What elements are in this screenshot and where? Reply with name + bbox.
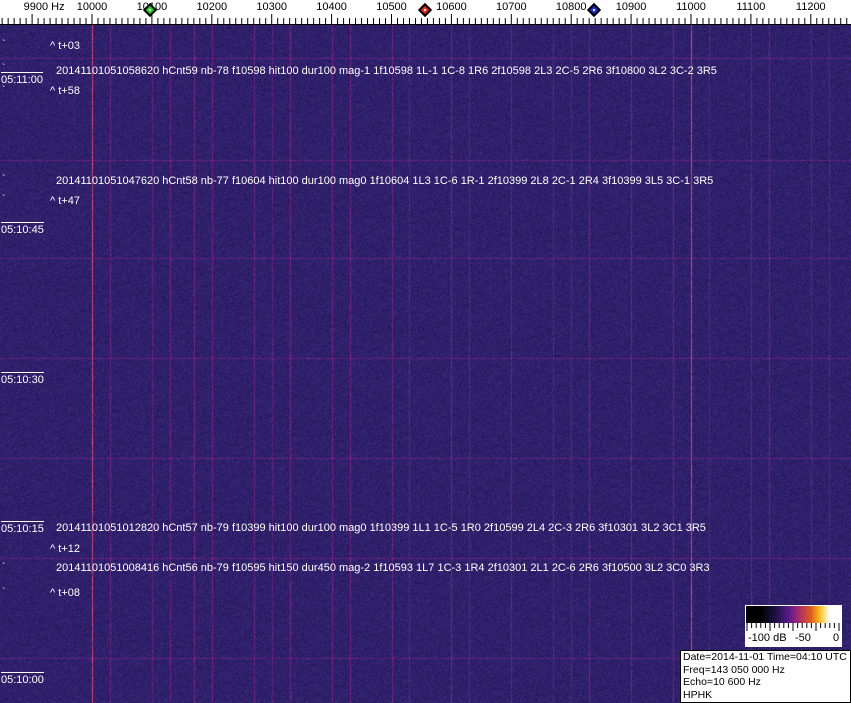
event-tick: ` <box>2 174 6 185</box>
frequency-label: 11000 <box>676 1 706 13</box>
detection-line: 20141101051058620 hCnt59 nb-78 f10598 hi… <box>56 65 717 77</box>
frequency-label: 9900 Hz <box>23 1 65 13</box>
colorbar-gradient <box>746 606 841 623</box>
time-offset: ^ t+03 <box>50 40 80 52</box>
time-offset: ^ t+08 <box>50 587 80 599</box>
info-box: Date=2014-11-01 Time=04:10 UTC Freq=143 … <box>680 650 851 703</box>
time-label: 05:10:15 <box>1 521 44 535</box>
frequency-label: 10700 <box>496 1 527 13</box>
detection-line: 20141101051008416 hCnt56 nb-79 f10595 hi… <box>56 562 710 574</box>
time-label: 05:11:00 <box>1 72 44 86</box>
frequency-label: 10000 <box>76 1 108 13</box>
event-tick: ` <box>2 562 6 573</box>
frequency-label: 10200 <box>196 1 228 13</box>
frequency: Freq=143 050 000 Hz <box>683 663 785 676</box>
time-offset: ^ t+47 <box>50 195 80 207</box>
event-tick: ` <box>2 587 6 598</box>
event-tick: ` <box>2 194 6 205</box>
time-offset: ^ t+58 <box>50 85 80 97</box>
colorbar-label: -100 dB <box>748 632 787 644</box>
frequency-label: 11100 <box>736 1 766 13</box>
colorbar-legend: -100 dB -50 0 <box>745 605 842 647</box>
frequency-label: 10600 <box>436 1 467 13</box>
colorbar-ticks <box>746 623 840 631</box>
detection-line: 20141101051012820 hCnt57 nb-79 f10399 hi… <box>56 522 706 534</box>
echo-frequency: Echo=10 600 Hz <box>683 676 761 688</box>
frequency-axis: 9900 Hz100001010010200103001040010500106… <box>0 0 851 25</box>
event-tick: ` <box>2 63 6 74</box>
frequency-label: 10300 <box>256 1 287 13</box>
colorbar-label: -50 <box>795 632 811 644</box>
frequency-label: 10800 <box>555 1 587 13</box>
time-label: 05:10:00 <box>1 672 44 686</box>
detection-line: 20141101051047620 hCnt58 nb-77 f10604 hi… <box>56 175 714 187</box>
event-tick: ` <box>2 39 6 50</box>
time-label: 05:10:45 <box>1 222 44 236</box>
spectrogram-waterfall[interactable] <box>0 25 851 703</box>
colorbar-label: 0 <box>833 632 840 644</box>
event-tick: ` <box>2 85 6 96</box>
time-offset: ^ t+12 <box>50 543 80 555</box>
frequency-label: 10400 <box>316 1 347 13</box>
date-time: Date=2014-11-01 Time=04:10 UTC <box>683 651 847 663</box>
frequency-label: 10500 <box>376 1 407 13</box>
station-name: HPHK <box>683 688 713 701</box>
time-label: 05:10:30 <box>1 372 44 386</box>
frequency-ticks <box>0 14 851 25</box>
frequency-label: 10900 <box>615 1 647 13</box>
frequency-label: 11200 <box>795 1 826 13</box>
